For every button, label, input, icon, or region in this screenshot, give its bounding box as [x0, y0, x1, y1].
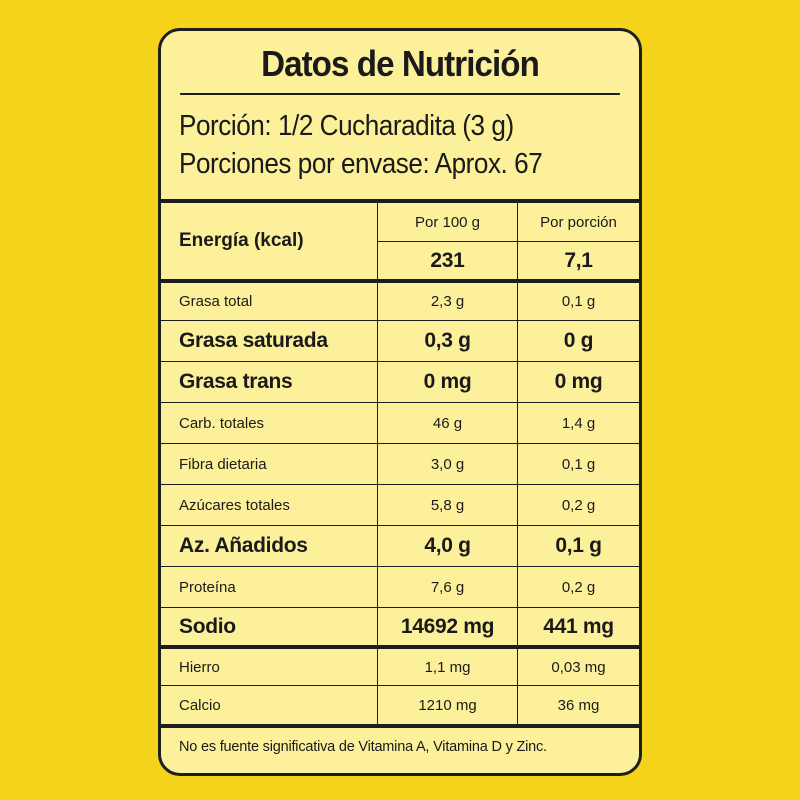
row-per100: 1,1 mg	[424, 658, 471, 676]
column-divider	[517, 649, 518, 724]
row-label: Az. Añadidos	[179, 534, 308, 557]
energy-per-portion: 7,1	[564, 248, 593, 272]
row-per-portion: 441 mg	[543, 614, 614, 638]
portion-size: Porción: 1/2 Cucharadita (3 g)	[179, 110, 514, 142]
row-label: Carb. totales	[179, 414, 265, 432]
row-label: Hierro	[179, 658, 220, 676]
row-divider	[161, 402, 639, 403]
row-divider	[161, 443, 639, 444]
row-per-portion: 0,2 g	[561, 578, 596, 596]
row-label: Grasa total	[179, 293, 253, 310]
thick-divider	[161, 279, 639, 283]
row-label: Sodio	[179, 614, 236, 638]
row-per100: 46 g	[432, 414, 463, 432]
row-per100: 14692 mg	[400, 614, 495, 638]
header-divider	[378, 241, 639, 242]
nutrition-title: Datos de Nutrición	[180, 31, 620, 95]
row-label: Proteína	[179, 578, 236, 596]
row-per-portion: 0,03 mg	[551, 658, 606, 676]
row-per100: 0 mg	[423, 370, 472, 393]
thick-divider	[161, 645, 639, 649]
row-label: Calcio	[179, 696, 221, 714]
nutrition-facts-panel: Datos de Nutrición Porción: 1/2 Cucharad…	[158, 28, 642, 776]
row-per100: 3,0 g	[430, 455, 465, 473]
col-header-per-portion: Por porción	[540, 213, 617, 231]
row-per100: 7,6 g	[430, 578, 465, 596]
energy-label: Energía (kcal)	[179, 230, 304, 251]
thick-divider	[161, 199, 639, 203]
column-divider	[377, 649, 378, 724]
row-divider	[161, 607, 639, 608]
row-label: Grasa saturada	[179, 329, 328, 352]
row-per100: 4,0 g	[424, 534, 471, 557]
row-per-portion: 36 mg	[557, 696, 600, 714]
row-divider	[161, 566, 639, 567]
row-per-portion: 0,1 g	[555, 534, 602, 557]
row-divider	[161, 685, 639, 686]
row-divider	[161, 525, 639, 526]
row-divider	[161, 320, 639, 321]
row-per100: 0,3 g	[424, 329, 471, 352]
thick-divider	[161, 724, 639, 728]
row-label: Azúcares totales	[179, 496, 290, 514]
row-per100: 2,3 g	[430, 293, 465, 310]
row-label: Grasa trans	[179, 370, 293, 393]
col-header-per100: Por 100 g	[414, 213, 481, 231]
row-divider	[161, 484, 639, 485]
energy-per100: 231	[430, 248, 465, 272]
serving-info: Porción: 1/2 Cucharadita (3 g) Porciones…	[179, 107, 593, 183]
row-per100: 1210 mg	[418, 696, 477, 714]
row-per-portion: 1,4 g	[561, 414, 596, 432]
row-per-portion: 0,1 g	[561, 293, 596, 310]
row-per-portion: 0 mg	[554, 370, 603, 393]
row-per100: 5,8 g	[430, 496, 465, 514]
row-per-portion: 0,2 g	[561, 496, 596, 514]
row-divider	[161, 361, 639, 362]
row-per-portion: 0 g	[563, 329, 594, 352]
footer-note: No es fuente significativa de Vitamina A…	[179, 739, 547, 755]
row-label: Fibra dietaria	[179, 455, 267, 473]
row-per-portion: 0,1 g	[561, 455, 596, 473]
servings-per-container: Porciones por envase: Aprox. 67	[179, 148, 543, 180]
